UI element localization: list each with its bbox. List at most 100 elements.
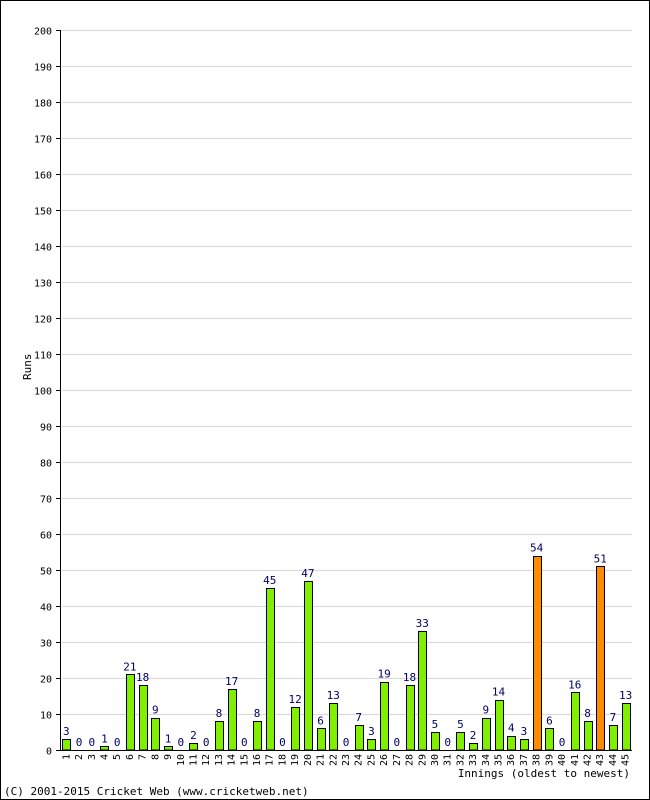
- data-label-innings-14: 17: [225, 675, 238, 688]
- bar-innings-25: [367, 739, 376, 751]
- data-label-innings-26: 19: [378, 668, 391, 681]
- bar-innings-16: [253, 721, 262, 751]
- bar-innings-9: [164, 746, 173, 751]
- axes: [60, 30, 632, 751]
- x-tick-label: 35: [494, 754, 505, 766]
- y-tick-label: 170: [34, 135, 52, 146]
- y-tick-label: 90: [40, 423, 52, 434]
- data-label-innings-27: 0: [394, 736, 401, 749]
- x-tick-label: 11: [188, 754, 199, 766]
- copyright-footer: (C) 2001-2015 Cricket Web (www.cricketwe…: [4, 785, 309, 798]
- data-label-innings-45: 13: [619, 689, 632, 702]
- data-label-innings-30: 5: [432, 718, 439, 731]
- bar-innings-34: [482, 718, 491, 751]
- bar-innings-32: [456, 732, 465, 751]
- bar-innings-17: [266, 588, 275, 751]
- data-label-innings-41: 16: [568, 678, 581, 691]
- data-label-innings-21: 6: [317, 714, 324, 727]
- x-tick-label: 36: [506, 754, 517, 766]
- x-tick-label: 24: [354, 754, 365, 766]
- x-tick-label: 45: [621, 754, 632, 766]
- y-tick-label: 40: [40, 603, 52, 614]
- data-label-innings-15: 0: [241, 736, 248, 749]
- bar-innings-28: [406, 685, 415, 751]
- data-label-innings-12: 0: [203, 736, 210, 749]
- y-tick-label: 60: [40, 531, 52, 542]
- x-tick-label: 17: [265, 754, 276, 766]
- x-tick-label: 29: [417, 754, 428, 766]
- y-tick-label: 160: [34, 171, 52, 182]
- bar-innings-42: [584, 721, 593, 751]
- x-tick-label: 38: [532, 754, 543, 766]
- x-tick-label: 44: [608, 754, 619, 766]
- bar-innings-29: [418, 631, 427, 751]
- data-label-innings-10: 0: [177, 736, 184, 749]
- x-tick-label: 15: [239, 754, 250, 766]
- x-tick-label: 6: [125, 754, 136, 760]
- bar-innings-20: [304, 581, 313, 751]
- data-label-innings-7: 18: [136, 671, 149, 684]
- data-label-innings-38: 54: [530, 542, 544, 555]
- bar-innings-1: [62, 739, 71, 751]
- x-tick-label: 12: [201, 754, 212, 766]
- bar-innings-11: [189, 743, 198, 751]
- x-tick-label: 21: [316, 754, 327, 766]
- data-label-innings-43: 51: [594, 552, 607, 565]
- y-tick-label: 0: [46, 747, 52, 758]
- y-tick-label: 50: [40, 567, 52, 578]
- bar-innings-33: [469, 743, 478, 751]
- data-label-innings-39: 6: [546, 714, 553, 727]
- y-tick-label: 100: [34, 387, 52, 398]
- y-tick-label: 10: [40, 711, 52, 722]
- bar-innings-19: [291, 707, 300, 751]
- data-label-innings-37: 3: [521, 725, 528, 738]
- data-label-innings-22: 13: [327, 689, 340, 702]
- y-axis-label: Runs: [21, 353, 34, 381]
- x-tick-label: 9: [163, 754, 174, 760]
- x-tick-label: 7: [138, 754, 149, 760]
- x-tick-label: 43: [595, 754, 606, 766]
- x-tick-label: 30: [430, 754, 441, 766]
- bar-innings-39: [545, 728, 554, 751]
- data-label-innings-3: 0: [88, 736, 95, 749]
- y-tick-label: 30: [40, 639, 52, 650]
- y-tick-label: 80: [40, 459, 52, 470]
- data-label-innings-40: 0: [559, 736, 566, 749]
- data-label-innings-9: 1: [165, 732, 172, 745]
- x-tick-label: 4: [99, 754, 110, 760]
- x-tick-label: 32: [455, 754, 466, 766]
- x-tick-label: 39: [544, 754, 555, 766]
- data-label-innings-18: 0: [279, 736, 286, 749]
- y-axis-ticks: 0 10 20 30 40 50 60 70 80 90 100 110 120 130 140 150 160…: [34, 27, 60, 758]
- data-label-innings-33: 2: [470, 729, 477, 742]
- y-tick-label: 140: [34, 243, 52, 254]
- x-tick-label: 20: [303, 754, 314, 766]
- bar-innings-38: [533, 556, 542, 751]
- x-tick-label: 41: [570, 754, 581, 766]
- data-label-innings-32: 5: [457, 718, 464, 731]
- data-label-innings-34: 9: [483, 704, 490, 717]
- bar-innings-14: [228, 689, 237, 751]
- data-label-innings-24: 7: [355, 711, 362, 724]
- data-label-innings-1: 3: [63, 725, 70, 738]
- bar-innings-4: [100, 746, 109, 751]
- bar-innings-13: [215, 721, 224, 751]
- data-label-innings-13: 8: [216, 707, 223, 720]
- x-tick-label: 22: [328, 754, 339, 766]
- y-tick-label: 190: [34, 63, 52, 74]
- data-label-innings-44: 7: [610, 711, 617, 724]
- data-label-innings-28: 18: [403, 671, 416, 684]
- data-label-innings-2: 0: [76, 736, 83, 749]
- x-tick-label: 14: [227, 754, 238, 766]
- x-tick-label: 13: [214, 754, 225, 766]
- y-tick-label: 110: [34, 351, 52, 362]
- x-axis-ticks: 1 2 3 4 5 6 7 8 9 10 11 12 13 14 15 16 17 18 19 20 21 22 23 24 2…: [61, 754, 631, 766]
- data-label-innings-6: 21: [123, 660, 136, 673]
- data-label-innings-5: 0: [114, 736, 121, 749]
- data-label-innings-4: 1: [101, 732, 108, 745]
- data-label-innings-11: 2: [190, 729, 197, 742]
- data-label-innings-19: 12: [289, 693, 302, 706]
- x-tick-label: 33: [468, 754, 479, 766]
